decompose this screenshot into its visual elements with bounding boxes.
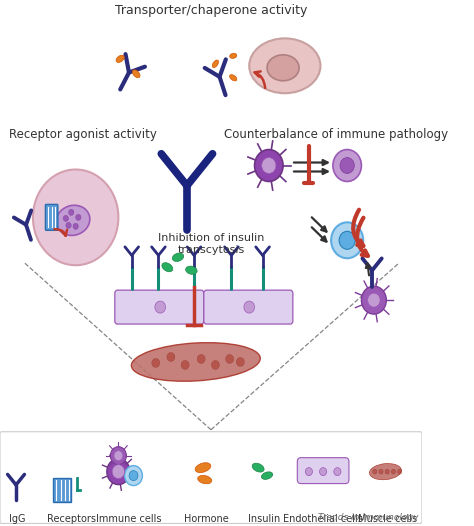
- Circle shape: [181, 360, 189, 369]
- Circle shape: [73, 224, 78, 229]
- Circle shape: [340, 158, 354, 174]
- Circle shape: [385, 469, 390, 474]
- Text: Inhibition of insulin
transcytosis: Inhibition of insulin transcytosis: [158, 234, 264, 255]
- Text: Transporter/chaperone activity: Transporter/chaperone activity: [115, 4, 307, 17]
- Ellipse shape: [369, 463, 401, 480]
- Circle shape: [262, 158, 276, 174]
- Circle shape: [110, 447, 127, 464]
- Circle shape: [305, 468, 312, 476]
- Text: Hormone: Hormone: [184, 513, 229, 523]
- FancyBboxPatch shape: [54, 478, 71, 501]
- FancyBboxPatch shape: [115, 290, 204, 324]
- Ellipse shape: [249, 38, 320, 93]
- FancyArrowPatch shape: [55, 229, 67, 236]
- Ellipse shape: [173, 253, 184, 261]
- Ellipse shape: [132, 70, 140, 78]
- Text: Receptor agonist activity: Receptor agonist activity: [9, 128, 157, 140]
- Text: Receptors: Receptors: [47, 513, 96, 523]
- FancyBboxPatch shape: [46, 205, 58, 230]
- Text: Immune cells: Immune cells: [96, 513, 162, 523]
- Text: IgG: IgG: [9, 513, 25, 523]
- Ellipse shape: [198, 476, 212, 484]
- FancyBboxPatch shape: [204, 290, 293, 324]
- Circle shape: [63, 215, 69, 221]
- Ellipse shape: [195, 463, 211, 472]
- Text: Counterbalance of immune pathology: Counterbalance of immune pathology: [224, 128, 448, 140]
- Ellipse shape: [261, 472, 273, 479]
- Circle shape: [331, 222, 363, 258]
- Circle shape: [373, 469, 377, 474]
- Text: Insulin: Insulin: [248, 513, 281, 523]
- Ellipse shape: [212, 60, 219, 68]
- Circle shape: [244, 301, 255, 313]
- Circle shape: [167, 352, 175, 361]
- Circle shape: [339, 231, 355, 249]
- Text: Trends in Immunology: Trends in Immunology: [318, 513, 419, 522]
- Ellipse shape: [186, 266, 197, 274]
- Circle shape: [76, 215, 81, 220]
- Ellipse shape: [230, 53, 237, 58]
- Text: Muscle cells: Muscle cells: [358, 513, 417, 523]
- Circle shape: [226, 355, 234, 363]
- Ellipse shape: [56, 205, 90, 236]
- Ellipse shape: [252, 463, 264, 472]
- Circle shape: [361, 286, 386, 314]
- Circle shape: [197, 355, 205, 363]
- Ellipse shape: [229, 75, 237, 81]
- Ellipse shape: [267, 55, 299, 81]
- Circle shape: [255, 149, 283, 181]
- Circle shape: [211, 360, 219, 369]
- Ellipse shape: [162, 262, 173, 272]
- Circle shape: [152, 358, 160, 368]
- Circle shape: [69, 209, 74, 215]
- Circle shape: [379, 469, 383, 474]
- Circle shape: [114, 451, 123, 461]
- FancyBboxPatch shape: [297, 458, 349, 483]
- Circle shape: [333, 149, 361, 181]
- Circle shape: [334, 468, 341, 476]
- FancyBboxPatch shape: [0, 432, 422, 523]
- Ellipse shape: [131, 342, 260, 381]
- Ellipse shape: [116, 55, 124, 63]
- Circle shape: [107, 459, 130, 484]
- Circle shape: [237, 358, 244, 367]
- Text: Endothelial cells: Endothelial cells: [283, 513, 363, 523]
- Circle shape: [125, 466, 142, 485]
- Circle shape: [391, 469, 396, 474]
- FancyArrowPatch shape: [353, 210, 364, 246]
- Circle shape: [155, 301, 165, 313]
- FancyArrowPatch shape: [357, 218, 368, 256]
- Circle shape: [368, 293, 380, 307]
- Circle shape: [33, 169, 118, 265]
- Circle shape: [129, 471, 138, 481]
- FancyArrowPatch shape: [255, 72, 265, 88]
- Circle shape: [66, 222, 71, 228]
- Circle shape: [112, 464, 125, 479]
- Circle shape: [397, 469, 402, 474]
- Circle shape: [319, 468, 327, 476]
